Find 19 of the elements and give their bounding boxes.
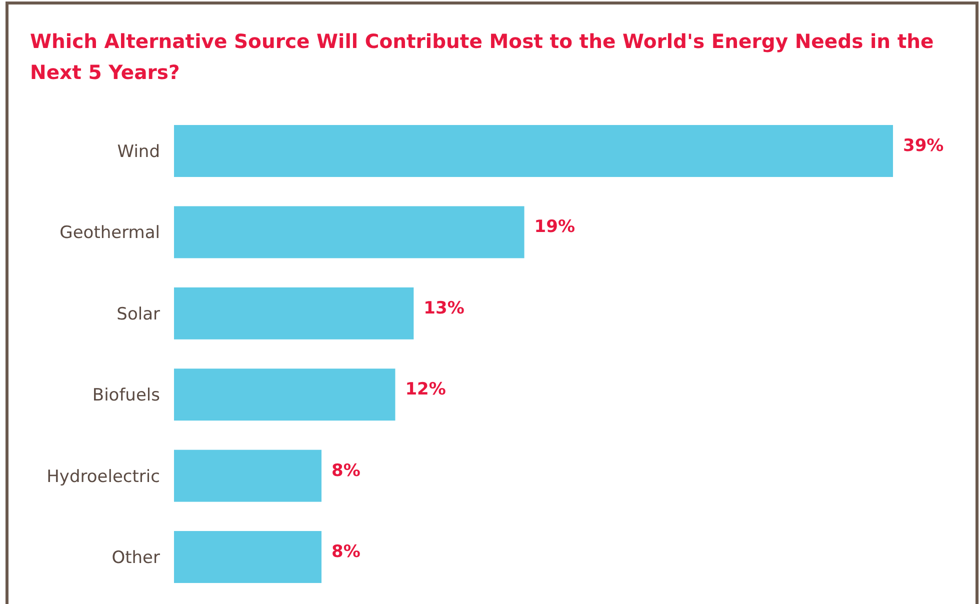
bar [174,125,893,177]
data-label: 8% [331,460,360,481]
y-tick-label: Biofuels [92,386,160,406]
data-label: 8% [331,542,360,562]
bar [174,450,322,502]
y-tick-label: Other [112,548,160,568]
data-label: 39% [903,136,944,156]
chart-title: Which Alternative Source Will Contribute Most to the World's Energy Needs in the Next 5 Years? [30,30,934,84]
y-tick-label: Hydroelectric [46,466,160,487]
data-label: 13% [424,298,464,318]
bar [174,368,396,421]
y-tick-label: Geothermal [60,223,160,244]
data-label: 12% [405,380,446,400]
data-label: 19% [534,217,575,238]
y-tick-label: Wind [117,142,160,162]
bar [174,206,524,258]
bar [174,287,414,340]
bar [174,531,322,583]
y-tick-label: Solar [116,304,160,324]
